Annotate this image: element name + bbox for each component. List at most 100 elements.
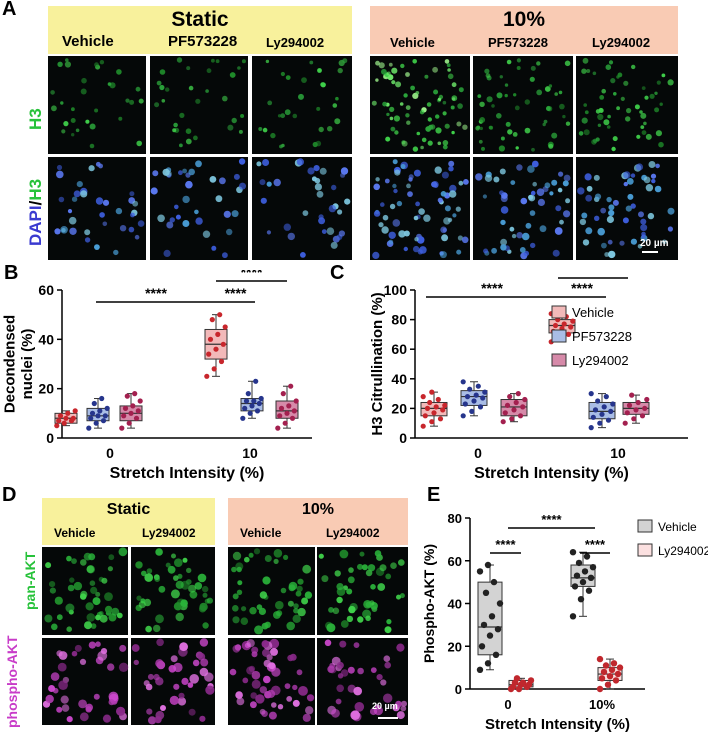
cell [273,611,281,619]
cell [159,69,166,75]
cell [357,563,363,570]
cell [500,238,507,246]
cell [599,95,605,100]
y-axis-label: Decondensednuclei (%) [2,315,36,413]
data-point [91,400,97,407]
cell [634,104,640,110]
cell [350,710,361,720]
cell [188,708,196,716]
cell [603,119,610,126]
cell [562,180,569,187]
cell [134,234,140,240]
data-point [289,415,296,421]
cell [93,693,100,700]
cell [403,93,408,98]
cell [285,75,291,80]
cell [129,191,135,197]
cell [558,90,563,95]
cell [555,205,562,212]
cell [175,214,181,220]
cell [108,699,115,706]
cell [479,117,486,123]
cell [485,73,491,78]
cell [197,573,207,583]
legend-label: Vehicle [572,305,614,320]
cell [414,237,419,242]
cell [600,207,607,214]
cell [297,607,306,617]
cell [153,624,161,633]
cell [99,614,108,623]
cell [435,114,440,119]
panel-d-static-header: Static Vehicle Ly294002 [42,498,215,545]
cell [88,165,95,172]
cell [182,195,190,204]
cell [251,670,261,680]
cell [348,567,354,573]
data-point [570,318,576,324]
data-point [431,410,437,416]
cell [79,658,87,665]
cell [340,167,349,175]
y-tick-label: 0 [455,682,462,697]
cell [271,667,281,677]
cell [229,668,237,676]
cell [186,66,191,71]
data-point [480,621,488,629]
cell [68,216,77,225]
cell [56,614,63,621]
cell [153,673,160,681]
cell [592,138,598,144]
cell [435,127,442,134]
cell [442,140,449,146]
cell [365,615,371,622]
cell [645,133,652,140]
panel-a-scale-bar-label: 20 µm [640,238,669,249]
cell [496,92,503,99]
data-point [573,572,581,579]
data-point [517,413,524,419]
cell [654,91,658,96]
panel-d-col-vehicle: Vehicle [54,526,96,540]
cell [240,617,249,625]
cell [581,212,588,219]
cell [597,113,604,121]
cell [179,112,185,118]
cell [500,206,509,214]
panel-d-scale-bar-label: 20 µm [372,701,398,711]
cell [353,642,360,648]
cell [177,697,187,706]
cell [74,644,82,652]
cell [441,234,449,242]
cell [625,116,631,122]
x-tick-label: 10 [242,445,258,461]
cell [56,706,63,713]
cell [67,584,75,592]
cell [530,65,536,71]
cell [528,194,536,202]
cell [165,562,171,568]
cell [287,654,294,662]
cell [118,547,128,557]
cell [520,197,528,205]
cell [479,101,485,108]
data-point [93,420,99,426]
cell [205,89,209,93]
dapi-tile-cells [475,160,571,260]
cell [174,204,179,210]
cell [387,74,394,81]
cell [608,60,614,65]
cell [346,588,353,595]
cell [84,229,91,236]
cell [200,658,209,667]
y-tick-label: 80 [391,312,407,328]
h3-tile-cells [475,58,571,152]
cell [544,86,551,92]
cell [155,614,164,624]
data-point [54,423,60,429]
cell [389,203,396,210]
cell [384,178,390,184]
cell [231,117,237,124]
cell [667,226,674,232]
panel-a-col-vehicle: Vehicle [62,33,114,50]
